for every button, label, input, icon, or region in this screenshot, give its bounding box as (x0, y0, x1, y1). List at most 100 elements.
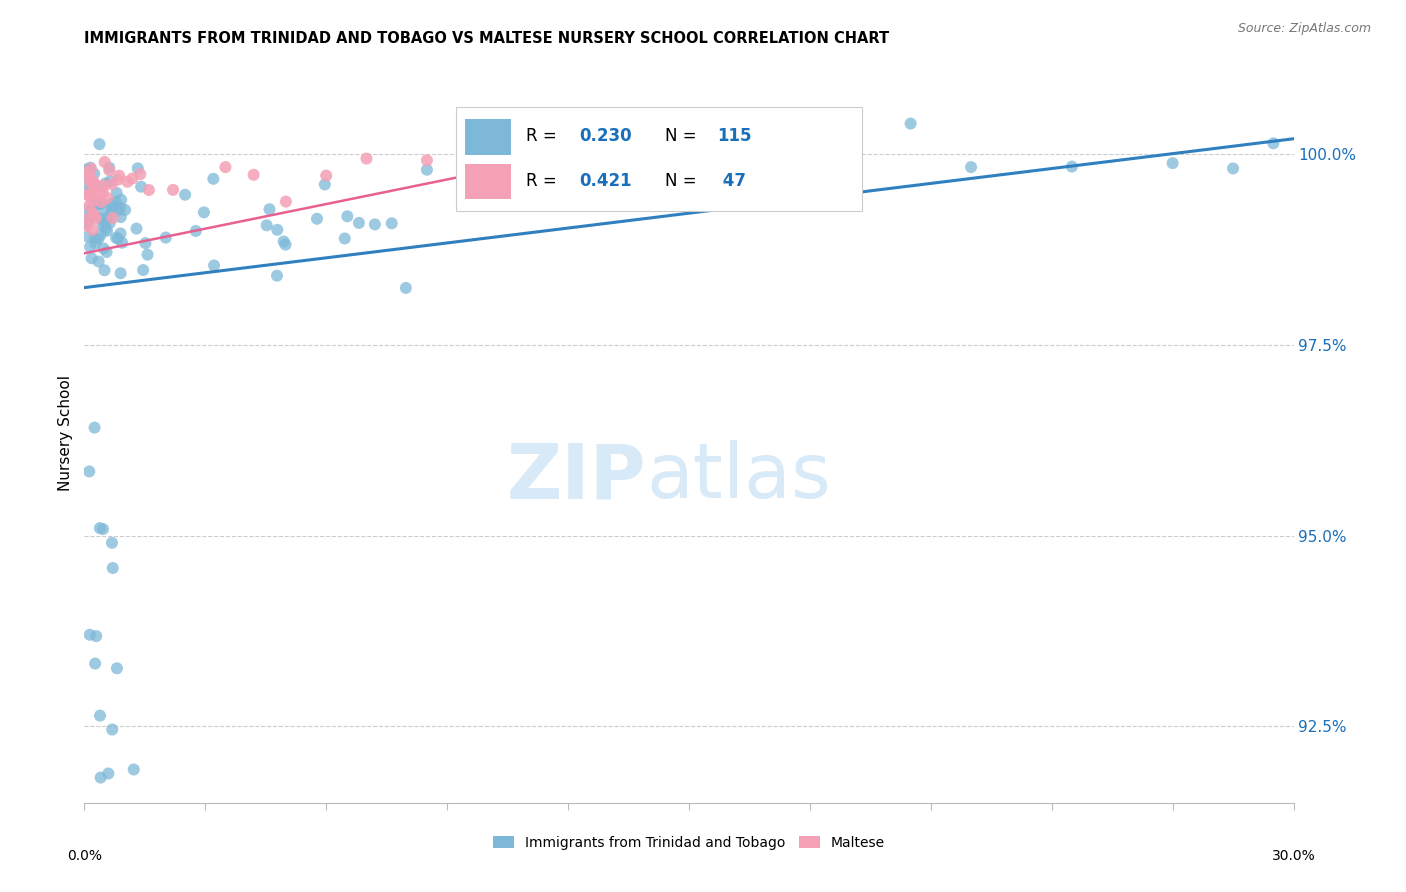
Point (82, 223, 104, 237)
Point (94, 222, 117, 236)
Point (122, 763, 145, 777)
Point (117, 175, 139, 189)
Point (80, 161, 103, 176)
Text: R =: R = (526, 128, 562, 145)
Point (94, 177, 117, 191)
Legend: Immigrants from Trinidad and Tobago, Maltese: Immigrants from Trinidad and Tobago, Mal… (488, 830, 890, 855)
Point (174, 187, 197, 202)
Point (77, 199, 100, 213)
Point (356, 152, 378, 166)
Point (91, 219, 114, 233)
Point (105, 186, 128, 200)
Point (75, 215, 97, 229)
Point (202, 171, 225, 186)
Point (110, 266, 132, 280)
Point (960, 160, 983, 174)
Point (101, 202, 124, 216)
Point (96, 191, 118, 205)
Point (98, 216, 121, 230)
Text: 30.0%: 30.0% (1271, 848, 1316, 863)
Point (416, 153, 439, 168)
Point (416, 162, 439, 177)
Point (76, 214, 98, 228)
Point (83, 194, 105, 208)
Point (79, 161, 101, 175)
Point (90, 186, 112, 201)
Point (87, 254, 110, 268)
Point (274, 194, 297, 209)
Point (91, 522, 114, 536)
FancyBboxPatch shape (465, 120, 512, 155)
FancyBboxPatch shape (456, 107, 862, 211)
Point (101, 198, 124, 212)
Point (129, 179, 152, 194)
Point (364, 218, 387, 232)
Text: 0.0%: 0.0% (67, 848, 101, 863)
Point (184, 224, 207, 238)
Point (91, 178, 114, 193)
Point (477, 164, 499, 178)
Point (77, 185, 100, 199)
Point (82, 194, 104, 208)
Point (259, 202, 281, 217)
Point (101, 561, 124, 575)
Point (89, 521, 111, 535)
Point (129, 167, 152, 181)
Point (336, 210, 359, 224)
Point (75, 202, 97, 217)
Point (101, 211, 124, 225)
Point (79, 240, 101, 254)
Point (101, 723, 124, 737)
Point (347, 216, 370, 230)
Point (718, 158, 741, 172)
Text: 47: 47 (717, 172, 745, 190)
Point (86, 178, 108, 193)
Point (91, 185, 114, 199)
Point (104, 194, 127, 209)
Point (100, 178, 122, 192)
Point (110, 227, 132, 241)
Point (80, 206, 103, 220)
Point (1263, 136, 1285, 151)
Point (94, 216, 117, 230)
Point (93, 242, 115, 256)
Point (333, 231, 356, 245)
Point (266, 223, 288, 237)
Point (314, 178, 336, 192)
Text: atlas: atlas (647, 440, 831, 514)
Point (1161, 156, 1184, 170)
Point (202, 259, 225, 273)
Point (96, 224, 118, 238)
Point (82, 207, 104, 221)
Point (79, 169, 101, 184)
Point (658, 169, 681, 184)
Point (107, 232, 129, 246)
Point (93, 155, 115, 169)
Text: IMMIGRANTS FROM TRINIDAD AND TOBAGO VS MALTESE NURSERY SCHOOL CORRELATION CHART: IMMIGRANTS FROM TRINIDAD AND TOBAGO VS M… (84, 31, 890, 46)
Point (598, 153, 620, 167)
Point (138, 183, 160, 197)
Point (82, 182, 104, 196)
Point (82, 207, 104, 221)
Point (76, 217, 98, 231)
Point (193, 205, 215, 219)
Point (83, 420, 105, 434)
Point (84, 236, 107, 251)
Point (84, 211, 107, 226)
Point (100, 174, 122, 188)
Point (155, 230, 177, 244)
Text: N =: N = (665, 172, 702, 190)
Point (79, 174, 101, 188)
Point (76, 162, 98, 177)
Point (273, 235, 295, 249)
Point (76, 176, 98, 190)
Point (658, 128, 681, 142)
Point (381, 216, 404, 230)
FancyBboxPatch shape (465, 164, 512, 200)
Point (84, 231, 107, 245)
Text: 0.230: 0.230 (579, 128, 631, 145)
Point (1222, 161, 1244, 176)
Point (395, 281, 418, 295)
Point (537, 127, 560, 141)
Point (839, 163, 862, 178)
